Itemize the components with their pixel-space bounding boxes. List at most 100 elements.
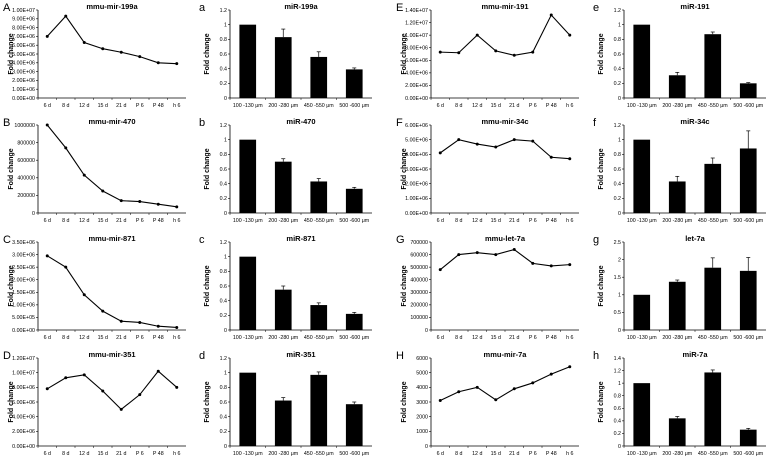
y-axis-label-C: Fold change bbox=[8, 265, 15, 306]
x-tick-label-D: P 6 bbox=[136, 451, 144, 457]
data-point-C bbox=[119, 319, 123, 323]
bar-f bbox=[633, 139, 651, 213]
chart-title-E: mmu-mir-191 bbox=[481, 2, 528, 11]
y-tick-label-F: 0.00E+00 bbox=[405, 211, 428, 217]
x-tick-label-e: 100 -130 μm bbox=[627, 103, 657, 109]
data-point-F bbox=[549, 155, 553, 159]
x-tick-label-F: h 6 bbox=[566, 218, 573, 224]
y-tick-label-A: 2.00E+06 bbox=[12, 78, 35, 84]
data-point-A bbox=[64, 14, 68, 18]
x-tick-label-b: 450 -550 μm bbox=[304, 218, 334, 224]
panel-letter-a: a bbox=[199, 2, 206, 14]
chart-title-a: miR-199a bbox=[284, 2, 318, 11]
bar-c bbox=[310, 305, 328, 330]
x-tick-label-A: 8 d bbox=[62, 103, 69, 109]
panel-letter-g: g bbox=[593, 234, 599, 246]
x-tick-label-C: 12 d bbox=[79, 335, 89, 341]
data-point-E bbox=[568, 33, 572, 37]
x-tick-label-E: 15 d bbox=[491, 103, 501, 109]
x-tick-label-G: 12 d bbox=[472, 335, 482, 341]
chart-title-D: mmu-mir-351 bbox=[88, 350, 135, 359]
bar-c bbox=[274, 289, 292, 330]
y-tick-label-F: 6.00E+06 bbox=[405, 123, 428, 129]
y-tick-label-f: 1.2 bbox=[614, 123, 621, 129]
y-tick-label-f: 0 bbox=[618, 211, 621, 217]
data-point-D bbox=[119, 407, 123, 411]
y-tick-label-c: 0 bbox=[224, 328, 227, 334]
x-tick-label-c: 200 -280 μm bbox=[268, 335, 298, 341]
y-tick-label-e: 0 bbox=[618, 96, 621, 102]
y-tick-label-F: 4.00E+06 bbox=[405, 152, 428, 158]
y-tick-label-D: 1.20E+07 bbox=[12, 356, 35, 362]
data-point-H bbox=[568, 365, 572, 369]
y-tick-label-c: 0.8 bbox=[220, 269, 227, 275]
y-tick-label-c: 0.6 bbox=[220, 284, 227, 290]
y-tick-label-g: 1 bbox=[618, 293, 621, 299]
y-axis-label-g: Fold change bbox=[598, 265, 605, 306]
y-tick-label-H: 3000 bbox=[416, 400, 428, 406]
y-tick-label-h: 0 bbox=[618, 444, 621, 450]
data-point-H bbox=[475, 385, 479, 389]
data-point-E bbox=[494, 49, 498, 53]
y-tick-label-d: 1 bbox=[224, 370, 227, 376]
data-point-G bbox=[512, 248, 516, 252]
y-tick-label-A: 3.00E+06 bbox=[12, 69, 35, 75]
y-tick-label-F: 1.00E+06 bbox=[405, 196, 428, 202]
y-tick-label-A: 0.00E+00 bbox=[12, 96, 35, 102]
y-tick-label-a: 1.2 bbox=[220, 8, 227, 14]
y-tick-label-g: 0 bbox=[618, 328, 621, 334]
y-axis-label-E: Fold change bbox=[401, 33, 408, 74]
y-tick-label-d: 1.2 bbox=[220, 356, 227, 362]
data-point-F bbox=[438, 151, 442, 155]
y-tick-label-G: 200000 bbox=[410, 303, 428, 309]
data-point-A bbox=[175, 62, 179, 66]
bar-g bbox=[704, 267, 722, 330]
data-point-H bbox=[512, 387, 516, 391]
panel-letter-D: D bbox=[3, 350, 11, 362]
x-tick-label-D: 12 d bbox=[79, 451, 89, 457]
x-tick-label-D: 21 d bbox=[116, 451, 126, 457]
bar-f bbox=[739, 148, 757, 213]
y-tick-label-E: 8.00E+06 bbox=[405, 46, 428, 52]
data-point-B bbox=[64, 146, 68, 150]
data-point-H bbox=[438, 399, 442, 403]
x-tick-label-C: 21 d bbox=[116, 335, 126, 341]
y-tick-label-c: 0.2 bbox=[220, 313, 227, 319]
x-tick-label-F: 8 d bbox=[455, 218, 462, 224]
x-tick-label-A: h 6 bbox=[173, 103, 180, 109]
chart-title-c: miR-871 bbox=[286, 234, 315, 243]
y-tick-label-a: 0.4 bbox=[220, 66, 227, 72]
y-tick-label-F: 2.00E+06 bbox=[405, 181, 428, 187]
y-tick-label-B: 200000 bbox=[17, 193, 35, 199]
panel-letter-B: B bbox=[3, 117, 10, 129]
chart-title-h: miR-7a bbox=[682, 350, 708, 359]
chart-title-g: let-7a bbox=[685, 234, 705, 243]
panel-letter-G: G bbox=[396, 234, 405, 246]
bar-c bbox=[239, 256, 257, 330]
y-tick-label-H: 4000 bbox=[416, 385, 428, 391]
data-point-B bbox=[119, 199, 123, 203]
bar-g bbox=[668, 281, 686, 330]
chart-title-C: mmu-mir-871 bbox=[88, 234, 135, 243]
bar-d bbox=[274, 400, 292, 446]
series-line-B bbox=[46, 124, 177, 208]
chart-title-e: miR-191 bbox=[680, 2, 709, 11]
y-axis-label-a: Fold change bbox=[204, 33, 211, 74]
x-tick-label-A: P 6 bbox=[136, 103, 144, 109]
x-tick-label-F: P 6 bbox=[529, 218, 537, 224]
data-point-F bbox=[494, 145, 498, 149]
bar-e bbox=[668, 75, 686, 98]
data-point-A bbox=[82, 41, 86, 45]
x-tick-label-B: 21 d bbox=[116, 218, 126, 224]
y-tick-label-a: 0.2 bbox=[220, 81, 227, 87]
bar-b bbox=[239, 139, 257, 213]
y-tick-label-d: 0.2 bbox=[220, 429, 227, 435]
y-tick-label-H: 2000 bbox=[416, 414, 428, 420]
data-point-D bbox=[82, 373, 86, 377]
bar-h bbox=[739, 429, 757, 446]
y-tick-label-h: 0.8 bbox=[614, 394, 621, 400]
y-tick-label-C: 3.50E+06 bbox=[12, 240, 35, 246]
series-line-H bbox=[440, 366, 570, 402]
bar-a bbox=[345, 69, 363, 98]
bar-c bbox=[345, 313, 363, 330]
